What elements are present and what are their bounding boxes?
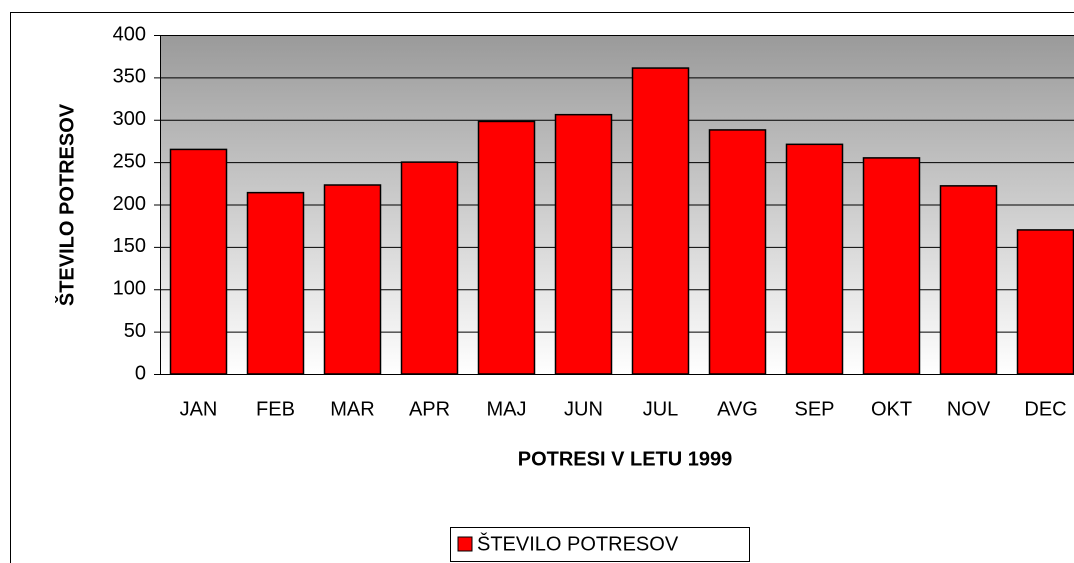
y-tick-label: 100	[113, 278, 146, 300]
x-tick-label: AVG	[717, 398, 758, 420]
legend-box	[450, 527, 750, 562]
bar	[169, 148, 228, 375]
y-tick-label: 350	[113, 66, 146, 88]
x-tick-label: DEC	[1024, 398, 1066, 420]
legend-swatch	[457, 536, 473, 552]
x-axis-title: POTRESI V LETU 1999	[518, 448, 733, 470]
x-tick-label: OKT	[871, 398, 912, 420]
y-tick-label: 200	[113, 193, 146, 215]
x-tick-label: JUN	[564, 398, 603, 420]
x-tick-label: NOV	[947, 398, 991, 420]
legend-label: ŠTEVILO POTRESOV	[477, 532, 679, 555]
bar	[246, 191, 305, 375]
x-tick-label: MAR	[330, 398, 374, 420]
y-axis-title: ŠTEVILO POTRESOV	[54, 103, 78, 306]
legend: ŠTEVILO POTRESOV	[457, 532, 679, 555]
bar	[785, 143, 844, 375]
y-tick-label: 250	[113, 150, 146, 172]
x-tick-label: MAJ	[487, 398, 527, 420]
bar	[708, 129, 767, 375]
y-tick-label: 300	[113, 108, 146, 130]
bar	[477, 120, 536, 375]
x-tick-label: APR	[409, 398, 450, 420]
x-tick-label: SEP	[794, 398, 834, 420]
bar	[323, 184, 382, 375]
y-tick-label: 150	[113, 235, 146, 257]
bar	[862, 157, 921, 375]
bar	[400, 161, 459, 375]
bar	[939, 185, 998, 375]
y-tick-label: 50	[124, 320, 146, 342]
x-tick-label: FEB	[256, 398, 295, 420]
bar	[631, 67, 690, 375]
bar	[1016, 229, 1074, 375]
y-tick-label: 400	[113, 23, 146, 45]
bar	[554, 113, 613, 375]
x-tick-label: JAN	[180, 398, 218, 420]
y-tick-label: 0	[135, 362, 146, 384]
x-tick-label: JUL	[643, 398, 679, 420]
